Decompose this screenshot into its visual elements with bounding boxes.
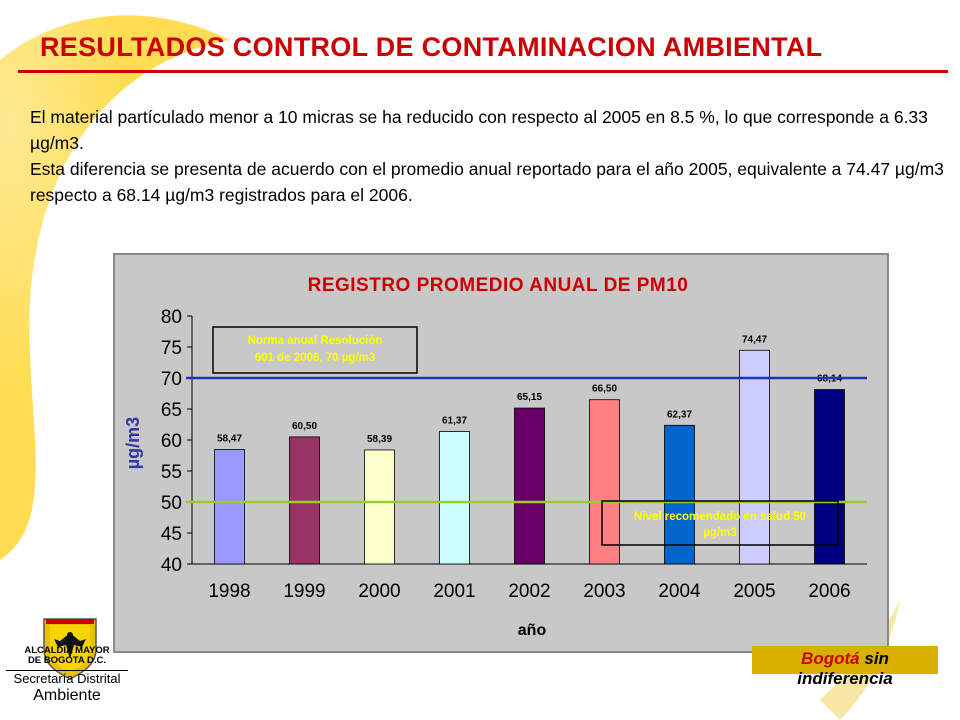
description-paragraph-1: El material partículado menor a 10 micra…: [30, 107, 928, 153]
x-tick-label: 2006: [808, 581, 850, 602]
logo-line-2: DE BOGOTA D.C.: [27, 655, 107, 666]
y-tick-label: 40: [161, 555, 182, 576]
y-tick-label: 50: [161, 493, 182, 514]
bogota-sin-indiferencia-brand: Bogotá sin indiferencia: [752, 646, 938, 688]
bar: [289, 436, 320, 565]
x-tick-label: 2005: [733, 581, 775, 602]
page-title: RESULTADOS CONTROL DE CONTAMINACION AMBI…: [40, 32, 823, 62]
x-axis-label: año: [518, 622, 547, 639]
chart-title: REGISTRO PROMEDIO ANUAL DE PM10: [308, 275, 689, 296]
logo-line-4: Ambiente: [33, 687, 101, 704]
x-tick-label: 2001: [433, 581, 475, 602]
y-tick-label: 80: [161, 307, 182, 328]
annotation-norma-line-2: 601 de 2006, 70 µg/m3: [255, 352, 375, 364]
bogota-coat-of-arms-logo: [43, 618, 97, 680]
x-tick-label: 2002: [508, 581, 550, 602]
bar: [589, 399, 620, 565]
brand-text: Bogotá sin indiferencia: [752, 649, 938, 689]
bar-value-label: 74,47: [742, 334, 767, 345]
pm10-chart-svg: REGISTRO PROMEDIO ANUAL DE PM10 µg/m3 añ…: [123, 275, 867, 639]
logo-line-1: ALCALDIA MAYOR: [24, 645, 110, 656]
bar: [214, 449, 245, 565]
x-tick-label: 2003: [583, 581, 625, 602]
title-underline: [18, 70, 948, 73]
bar: [439, 431, 470, 565]
brand-text-part-1: Bogotá: [801, 649, 860, 668]
pm10-chart: REGISTRO PROMEDIO ANUAL DE PM10 µg/m3 añ…: [113, 253, 889, 653]
y-tick-label: 45: [161, 524, 182, 545]
bar-value-label: 65,15: [517, 392, 542, 403]
bar: [514, 407, 545, 565]
bar: [739, 349, 770, 565]
x-tick-label: 2000: [358, 581, 400, 602]
bar-value-label: 58,39: [367, 434, 392, 445]
brand-text-part-2: sin indiferencia: [797, 649, 893, 688]
y-tick-label: 70: [161, 369, 182, 390]
bar: [364, 449, 395, 565]
description-paragraph-2: Esta diferencia se presenta de acuerdo c…: [30, 159, 944, 205]
x-tick-label: 1998: [208, 581, 250, 602]
annotation-salud-line-2: µg/m3: [703, 527, 736, 539]
y-tick-label: 60: [161, 431, 182, 452]
y-tick-label: 65: [161, 400, 182, 421]
plot-area: 40 45 50 55 60 65 70 75 80 58,47 1998 60,50 1999 58,3…: [161, 307, 867, 602]
logo-line-3: Secretaría Distrital: [6, 670, 128, 687]
description-text: El material partículado menor a 10 micra…: [30, 104, 955, 208]
x-tick-label: 2004: [658, 581, 701, 602]
bar-value-label: 58,47: [217, 433, 242, 444]
annotation-box-salud: [601, 500, 839, 546]
logo-caption: ALCALDIA MAYOR DE BOGOTA D.C. Secretaría…: [6, 646, 128, 705]
annotation-box-norma: [212, 326, 418, 374]
bar-value-label: 60,50: [292, 421, 317, 432]
bar-value-label: 62,37: [667, 409, 692, 420]
bar-value-label: 61,37: [442, 416, 467, 427]
annotation-norma-line-1: Norma anual Resolución: [248, 335, 383, 347]
bar: [664, 424, 695, 565]
bar: [814, 389, 845, 565]
y-tick-label: 55: [161, 462, 182, 483]
y-tick-label: 75: [161, 338, 182, 359]
x-tick-label: 1999: [283, 581, 325, 602]
y-axis-label: µg/m3: [123, 417, 143, 469]
bar-value-label: 66,50: [592, 384, 617, 395]
annotation-salud-line-1: Nivel recomendado en salud 50: [634, 511, 806, 523]
